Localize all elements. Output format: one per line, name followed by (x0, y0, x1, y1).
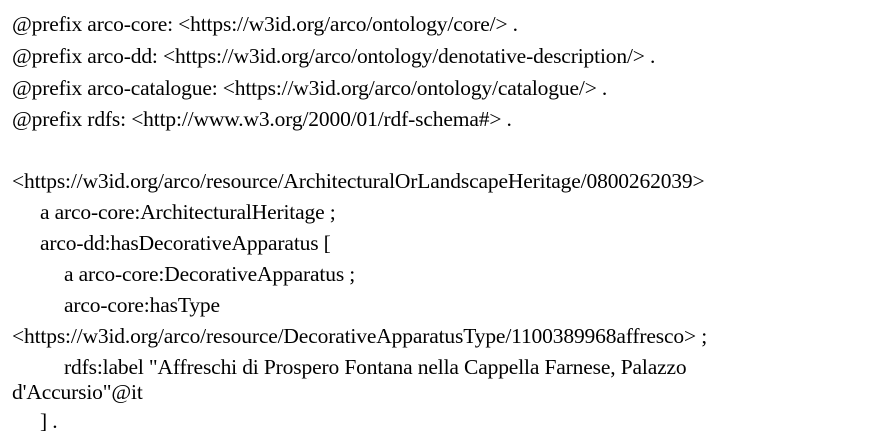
type-statement-line: a arco-core:ArchitecturalHeritage ; (40, 200, 336, 224)
prefix-line-arco-dd: @prefix arco-dd: <https://w3id.org/arco/… (12, 44, 656, 68)
prefix-line-arco-catalogue: @prefix arco-catalogue: <https://w3id.or… (12, 76, 608, 100)
has-type-line: arco-core:hasType (64, 293, 220, 317)
closing-bracket-line: ] . (40, 409, 58, 433)
prefix-line-rdfs: @prefix rdfs: <http://www.w3.org/2000/01… (12, 107, 512, 131)
subject-iri-line: <https://w3id.org/arco/resource/Architec… (12, 169, 705, 193)
type-iri-line: <https://w3id.org/arco/resource/Decorati… (12, 324, 708, 348)
label-line: rdfs:label "Affreschi di Prospero Fontan… (64, 355, 687, 379)
label-continuation-line: d'Accursio"@it (12, 380, 143, 404)
prefix-line-arco-core: @prefix arco-core: <https://w3id.org/arc… (12, 12, 518, 36)
decorative-apparatus-line: arco-dd:hasDecorativeApparatus [ (40, 231, 331, 255)
nested-type-line: a arco-core:DecorativeApparatus ; (64, 262, 356, 286)
